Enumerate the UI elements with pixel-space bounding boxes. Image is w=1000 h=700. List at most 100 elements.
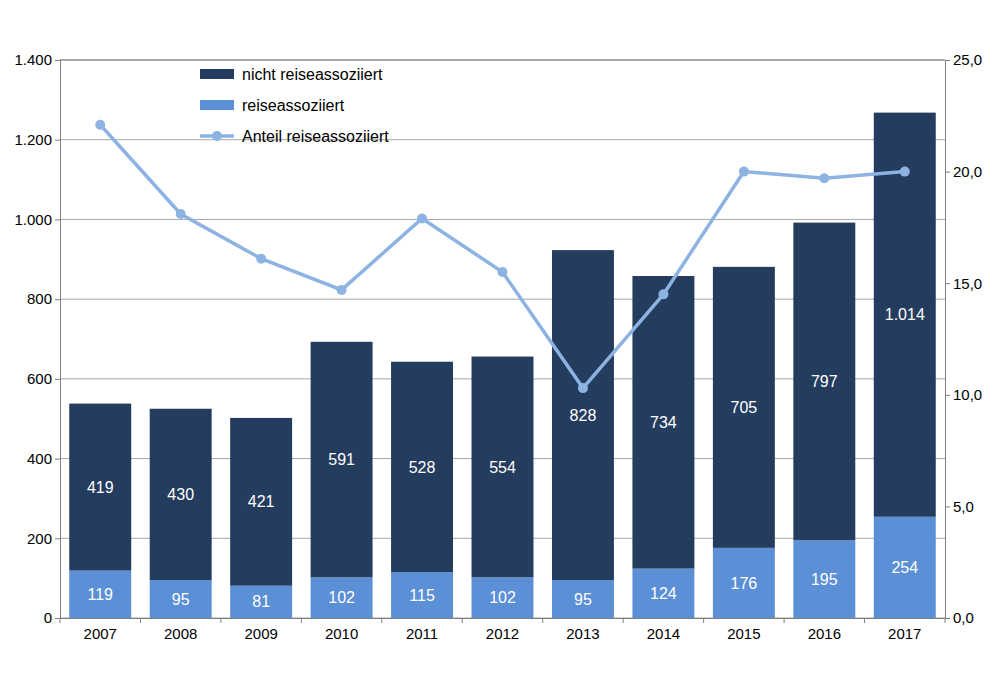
tick: 1.000 [14, 211, 60, 228]
marks [69, 113, 935, 618]
tick: 25,0 [945, 51, 982, 68]
category-divider [542, 618, 543, 623]
data-label: 528 [409, 459, 436, 476]
plot: 02004006008001.0001.2001.4000,05,010,015… [14, 51, 982, 641]
tick-label: 200 [27, 530, 52, 547]
legend-marker [212, 131, 222, 141]
legend-swatch [200, 100, 234, 110]
bar [793, 223, 855, 541]
tick: 2012 [486, 618, 519, 642]
tick-label: 2013 [566, 625, 599, 642]
marker [498, 267, 508, 277]
marker [819, 173, 829, 183]
data-label: 419 [87, 479, 114, 496]
tick-label: 10,0 [953, 386, 982, 403]
tick: 2008 [164, 618, 197, 642]
tick-mark [55, 60, 60, 61]
tick-label: 1.400 [14, 51, 52, 68]
y-axis: 02004006008001.0001.2001.400 [14, 51, 60, 626]
data-label: 430 [167, 486, 194, 503]
tick: 10,0 [945, 386, 982, 403]
data-label: 1.014 [885, 306, 925, 323]
y2-axis: 0,0 5,0 10,0 15,0 20,0 25,0 [945, 51, 982, 626]
legend-item: reiseassoziiert [200, 97, 345, 114]
tick-label: 2012 [486, 625, 519, 642]
tick-label: 5,0 [953, 498, 974, 515]
marker [95, 120, 105, 130]
tick-label: 600 [27, 370, 52, 387]
data-label: 591 [328, 451, 355, 468]
tick-mark [945, 283, 950, 284]
category-divider [462, 618, 463, 623]
tick-mark [55, 140, 60, 141]
tick-mark [55, 618, 60, 619]
tick-mark [55, 459, 60, 460]
bar [793, 540, 855, 618]
marker [578, 383, 588, 393]
bar [391, 572, 453, 618]
category-divider [140, 618, 141, 623]
tick-label: 2016 [808, 625, 841, 642]
tick: 2017 [888, 618, 921, 642]
bar [150, 580, 212, 618]
category-divider [301, 618, 302, 623]
legend-label: Anteil reiseassoziiert [242, 128, 389, 145]
tick: 2009 [244, 618, 277, 642]
bar [230, 418, 292, 586]
bar [472, 357, 534, 578]
category-divider [945, 618, 946, 623]
data-label: 119 [87, 586, 113, 603]
tick: 2014 [647, 618, 680, 642]
tick: 2007 [84, 618, 117, 642]
tick-label: 0,0 [953, 609, 974, 626]
data-label: 102 [328, 589, 355, 606]
tick-label: 2008 [164, 625, 197, 642]
data-label: 195 [811, 571, 838, 588]
tick: 1.400 [14, 51, 60, 68]
tick: 2016 [808, 618, 841, 642]
tick: 20,0 [945, 163, 982, 180]
marker [658, 289, 668, 299]
category-divider [60, 618, 61, 623]
tick-mark [55, 219, 60, 220]
tick: 2013 [566, 618, 599, 642]
tick: 600 [27, 370, 60, 387]
tick-label: 2009 [244, 625, 277, 642]
marker [739, 167, 749, 177]
bar [713, 267, 775, 548]
data-label: 554 [489, 459, 516, 476]
tick-label: 15,0 [953, 275, 982, 292]
data-label: 115 [409, 587, 435, 604]
grid-line [60, 139, 945, 140]
bar [552, 250, 614, 580]
tick-mark [945, 618, 950, 619]
tick-mark [55, 299, 60, 300]
legend-label: reiseassoziiert [242, 97, 345, 114]
data-label: 828 [570, 407, 597, 424]
data-label: 254 [891, 559, 918, 576]
tick-label: 2014 [647, 625, 680, 642]
axis-line [945, 61, 946, 619]
data-label: 81 [252, 593, 270, 610]
tick-label: 2007 [84, 625, 117, 642]
tick-label: 800 [27, 290, 52, 307]
bar [472, 577, 534, 618]
tick: 800 [27, 290, 60, 307]
bar [552, 580, 614, 618]
bar [311, 577, 373, 618]
tick: 400 [27, 450, 60, 467]
tick: 5,0 [945, 498, 974, 515]
bar [230, 586, 292, 618]
category-divider [784, 618, 785, 623]
data-label: 734 [650, 414, 677, 431]
axis-line [61, 618, 946, 619]
marker [337, 285, 347, 295]
marker [417, 213, 427, 223]
tick: 200 [27, 530, 60, 547]
data-label: 95 [574, 591, 592, 608]
tick-mark [55, 538, 60, 539]
marker [176, 209, 186, 219]
line [100, 125, 905, 388]
tick-label: 1.200 [14, 131, 52, 148]
bar [69, 404, 131, 571]
